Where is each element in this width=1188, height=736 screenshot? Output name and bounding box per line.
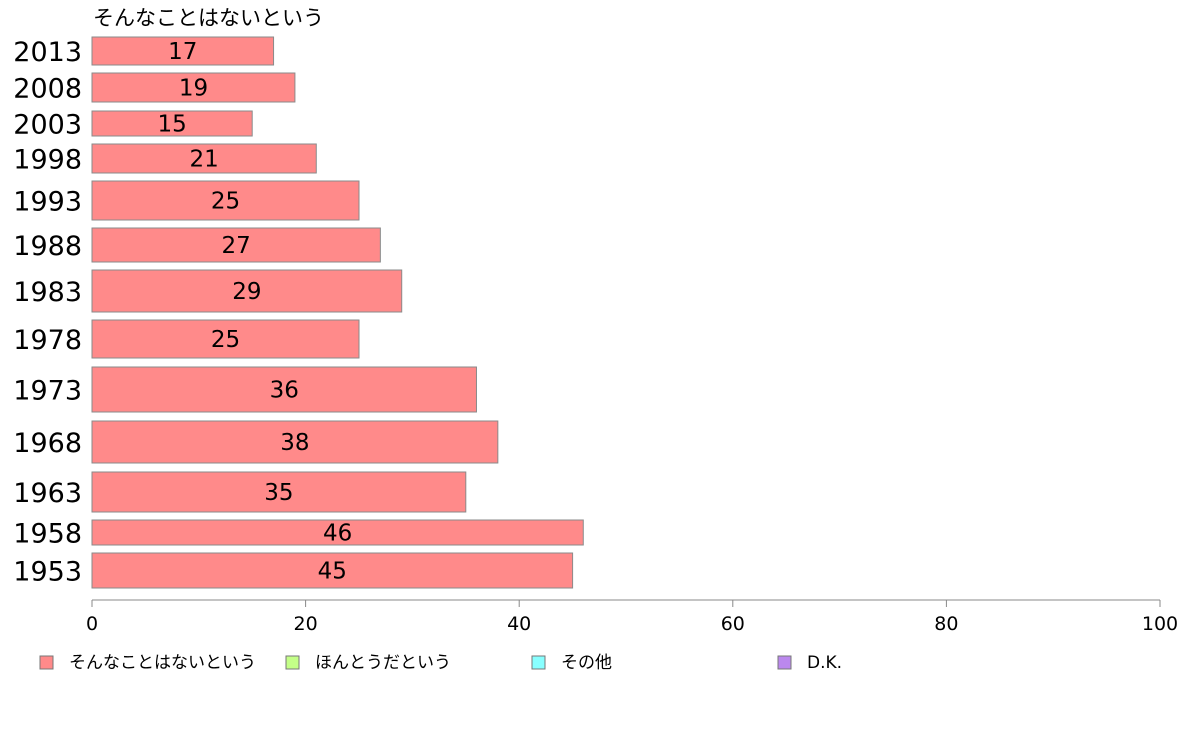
category-label-1968: 1968: [13, 428, 82, 459]
value-label-1973: 36: [270, 378, 299, 404]
x-tick-label-100: 100: [1142, 613, 1178, 635]
value-label-2003: 15: [157, 112, 186, 138]
value-label-2013: 17: [168, 39, 197, 65]
legend-label-2: その他: [561, 653, 612, 673]
x-tick-label-20: 20: [294, 613, 318, 635]
bar-1983: [91, 269, 403, 313]
category-label-1958: 1958: [13, 519, 82, 550]
category-label-2008: 2008: [13, 74, 82, 105]
bar-2008: [91, 72, 296, 103]
x-tick-label-0: 0: [86, 613, 98, 635]
legend-swatch-3: [777, 655, 792, 670]
value-label-1963: 35: [264, 480, 293, 506]
value-label-1958: 46: [323, 521, 352, 547]
x-axis: 0 20 40 60 80 100: [86, 599, 1178, 635]
chart-title: そんなことはないという: [93, 6, 324, 30]
bar-1988: [91, 227, 381, 263]
category-label-1993: 1993: [13, 187, 82, 218]
category-label-2013: 2013: [13, 37, 82, 68]
category-label-1963: 1963: [13, 478, 82, 509]
category-label-1978: 1978: [13, 325, 82, 356]
legend-swatch-0: [39, 655, 54, 670]
bar-1973: [91, 366, 477, 413]
category-label-1988: 1988: [13, 231, 82, 262]
value-label-1953: 45: [318, 559, 347, 585]
category-label-2003: 2003: [13, 110, 82, 141]
category-label-1983: 1983: [13, 277, 82, 308]
category-label-1998: 1998: [13, 145, 82, 176]
legend: そんなことはないという ほんとうだという その他 D.K.: [39, 653, 842, 673]
bar-1968: [91, 420, 499, 464]
bar-1958: [91, 519, 584, 546]
x-tick-label-60: 60: [721, 613, 745, 635]
bar-2003: [91, 110, 253, 137]
legend-label-0: そんなことはないという: [69, 653, 256, 673]
bar-1953: [91, 552, 574, 589]
value-label-1983: 29: [232, 279, 261, 305]
bar-1978: [91, 319, 360, 359]
x-tick-label-80: 80: [934, 613, 958, 635]
legend-swatch-2: [531, 655, 546, 670]
value-label-1968: 38: [280, 430, 309, 456]
value-label-2008: 19: [179, 76, 208, 102]
legend-label-1: ほんとうだという: [315, 653, 451, 673]
category-label-1973: 1973: [13, 376, 82, 407]
value-label-1988: 27: [222, 233, 251, 259]
legend-label-3: D.K.: [807, 653, 842, 673]
bar-1963: [91, 471, 467, 513]
bar-1993: [91, 180, 360, 221]
value-label-1993: 25: [211, 189, 240, 215]
legend-swatch-1: [285, 655, 300, 670]
category-label-1953: 1953: [13, 557, 82, 588]
value-label-1998: 21: [189, 147, 218, 173]
x-tick-label-40: 40: [507, 613, 531, 635]
bars-group: 2013 17 2008 19 2003 15 1998 21 1993 25 1988 27 1983…: [13, 36, 584, 589]
bar-1998: [91, 143, 317, 174]
value-label-1978: 25: [211, 327, 240, 353]
bar-2013: [91, 36, 275, 66]
